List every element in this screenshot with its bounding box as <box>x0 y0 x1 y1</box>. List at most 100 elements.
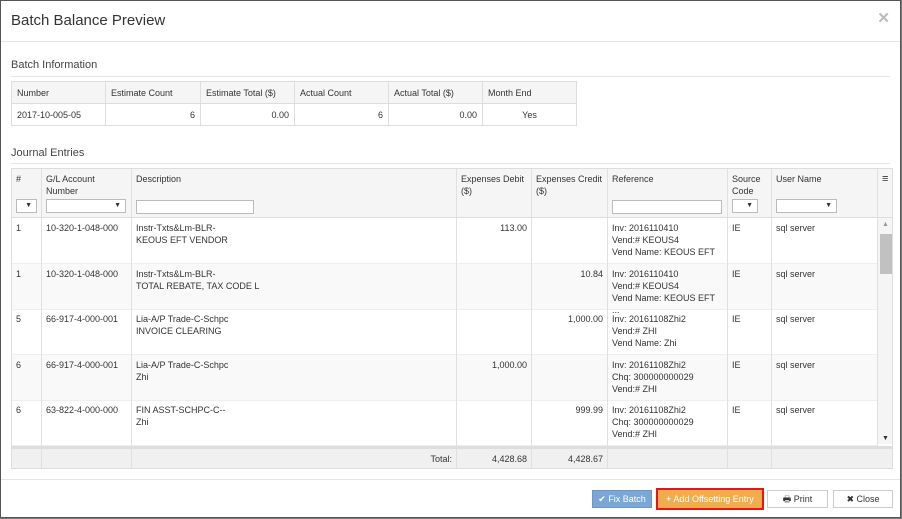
cell-text: 1 <box>16 223 22 233</box>
table-row[interactable]: 1 10-320-1-048-000 Instr-Txts&Lm-BLR- KEOUS… <box>12 218 878 269</box>
cell-num: 6 <box>12 354 42 401</box>
cell-text: Vend Name: Zhi <box>612 338 677 348</box>
divider <box>1 479 900 480</box>
table-row[interactable]: 5 66-917-4-000-001 Lia-A/P Trade-C-Schpc IN… <box>12 309 878 355</box>
cell-gl: 63-822-4-000-000 <box>42 400 132 446</box>
cell-user: sql server <box>772 309 878 355</box>
cell-text: Lia-A/P Trade-C-Schpc <box>136 314 229 324</box>
description-filter-input[interactable] <box>136 200 254 214</box>
blank-cell <box>42 449 132 468</box>
fix-batch-button[interactable]: ✔ Fix Batch <box>592 490 652 508</box>
cell-text: INVOICE CLEARING <box>136 326 222 336</box>
cell-text: 1,000.00 <box>491 359 527 370</box>
cell-text: 10-320-1-048-000 <box>46 268 119 279</box>
cell-desc: Lia-A/P Trade-C-Schpc Zhi <box>132 354 457 401</box>
col-header-label: User Name <box>776 174 822 184</box>
cell-user: sql server <box>772 263 878 310</box>
cell-text: Chq: 300000000029 <box>612 417 694 427</box>
col-num: # ▼ <box>12 169 42 218</box>
cell-text: sql server <box>776 268 816 279</box>
cell-credit <box>532 218 608 264</box>
source-filter-dropdown[interactable]: ▼ <box>732 199 758 213</box>
cell-src: IE <box>728 218 772 264</box>
scroll-up-icon[interactable]: ▲ <box>882 221 889 228</box>
reference-filter-input[interactable] <box>612 200 722 214</box>
col-header: Month End <box>482 81 577 104</box>
cell-debit: 113.00 <box>457 218 532 264</box>
cell-text: TOTAL REBATE, TAX CODE L <box>136 280 260 291</box>
blank-cell <box>608 449 728 468</box>
cell-text: Inv: 2016110410 <box>612 223 679 233</box>
cell-text: Vend:# KEOUS4 <box>612 280 680 291</box>
cell-text: Zhi <box>136 371 149 382</box>
table-row[interactable]: 6 63-822-4-000-000 FIN ASST-SCHPC-C-- Zhi 99… <box>12 400 878 446</box>
cell-text: Vend:# ZHI <box>612 326 658 336</box>
journal-heading: Journal Entries <box>11 147 85 159</box>
cell-user: sql server <box>772 354 878 401</box>
cell-text: 5 <box>16 314 22 324</box>
cell-user: sql server <box>772 400 878 446</box>
column-menu-icon[interactable]: ≡ <box>882 173 889 185</box>
cell-text: 6 <box>16 405 22 415</box>
divider <box>11 76 890 77</box>
col-user: User Name ▼ <box>772 169 878 218</box>
cell-desc: Instr-Txts&Lm-BLR- TOTAL REBATE, TAX CODE… <box>132 263 457 310</box>
cell-gl: 10-320-1-048-000 <box>42 263 132 310</box>
col-header: Actual Count <box>294 81 389 104</box>
cell-ref: Inv: 20161108Zhi2 Chq: 300000000029 Vend:#… <box>608 354 728 401</box>
cell-text: 63-822-4-000-000 <box>46 405 119 415</box>
close-button[interactable]: ✖ Close <box>833 490 893 508</box>
scrollbar-thumb[interactable] <box>880 234 892 274</box>
cell-credit <box>532 354 608 401</box>
cell-src: IE <box>728 309 772 355</box>
cell-text: 6 <box>16 359 22 370</box>
col-header-label: Description <box>136 174 182 184</box>
cell-ref: Inv: 20161108Zhi2 Vend:# ZHI Vend Name: Zh… <box>608 309 728 355</box>
vertical-scrollbar[interactable]: ▲ ▼ <box>878 218 892 444</box>
cell-text: Lia-A/P Trade-C-Schpc <box>136 359 229 370</box>
estimate-count: 6 <box>105 103 201 126</box>
cell-text: 1 <box>16 268 22 279</box>
cell-text: Instr-Txts&Lm-BLR- <box>136 223 216 233</box>
total-label: Total: <box>132 449 457 468</box>
print-button[interactable]: 🖶 Print <box>767 490 828 508</box>
cell-gl: 10-320-1-048-000 <box>42 218 132 264</box>
cell-text: sql server <box>776 359 816 370</box>
scroll-down-icon[interactable]: ▼ <box>882 435 889 442</box>
table-row[interactable]: 1 10-320-1-048-000 Instr-Txts&Lm-BLR- TOTAL… <box>12 263 878 315</box>
cell-ref: Inv: 2016110410 Vend:# KEOUS4 Vend Name: K… <box>608 263 728 315</box>
gl-filter-dropdown[interactable]: ▼ <box>46 199 126 213</box>
col-ref: Reference <box>608 169 728 218</box>
cell-debit <box>457 309 532 355</box>
num-filter-dropdown[interactable]: ▼ <box>16 199 37 213</box>
cell-ref: Inv: 2016110410 Vend:# KEOUS4 Vend Name: K… <box>608 218 728 269</box>
table-row[interactable]: 6 66-917-4-000-001 Lia-A/P Trade-C-Schpc Zh… <box>12 354 878 401</box>
col-header-label: # <box>16 174 22 184</box>
col-source: Source Code ▼ <box>728 169 772 218</box>
cell-num: 1 <box>12 263 42 310</box>
add-offsetting-entry-button[interactable]: + Add Offsetting Entry <box>656 488 764 510</box>
col-header-label: Reference <box>612 174 654 184</box>
blank-cell <box>728 449 772 468</box>
cell-text: Zhi <box>136 417 149 427</box>
journal-grid: # ▼ G/L Account Number ▼ Description Expen… <box>11 168 893 469</box>
cell-text: 10.84 <box>580 268 603 279</box>
cell-src: IE <box>728 400 772 446</box>
cell-credit: 1,000.00 <box>532 309 608 355</box>
cell-num: 5 <box>12 309 42 355</box>
user-filter-dropdown[interactable]: ▼ <box>776 199 837 213</box>
cell-debit <box>457 400 532 446</box>
cell-debit <box>457 263 532 310</box>
cell-text: 1,000.00 <box>567 314 603 324</box>
total-credit: 4,428.67 <box>532 449 608 468</box>
estimate-total: 0.00 <box>200 103 295 126</box>
col-debit: Expenses Debit ($) <box>457 169 532 218</box>
col-desc: Description <box>132 169 457 218</box>
cell-text: IE <box>732 405 741 415</box>
batch-info-table: Number Estimate Count Estimate Total ($)… <box>11 81 577 126</box>
cell-desc: FIN ASST-SCHPC-C-- Zhi <box>132 400 457 446</box>
close-x-icon[interactable]: ✕ <box>877 10 890 27</box>
cell-text: 999.99 <box>575 405 603 415</box>
cell-text: IE <box>732 268 741 279</box>
totals-row: Total: 4,428.68 4,428.67 <box>12 446 892 468</box>
